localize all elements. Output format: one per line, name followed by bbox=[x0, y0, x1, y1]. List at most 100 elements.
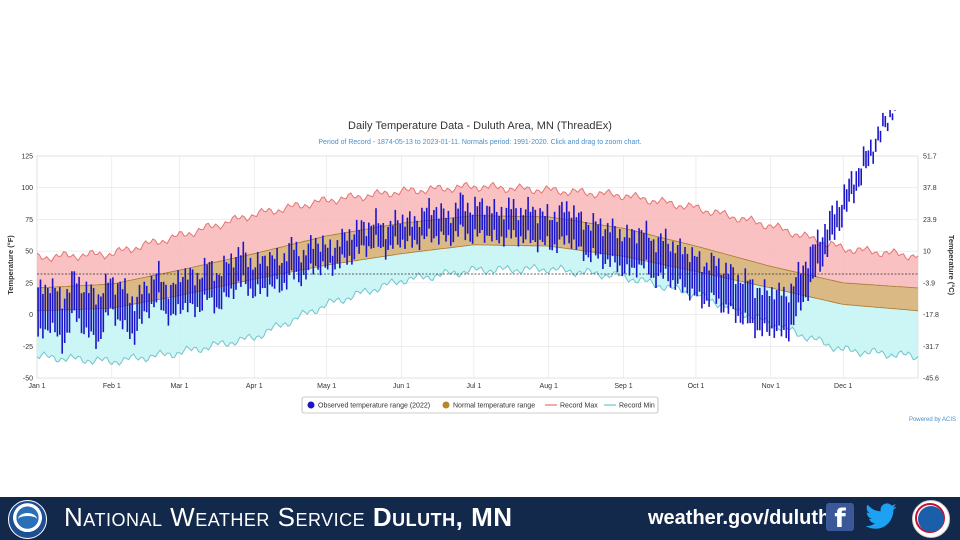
observed-bar-84[interactable] bbox=[240, 255, 242, 287]
observed-bar-112[interactable] bbox=[307, 243, 310, 271]
observed-bar-108[interactable] bbox=[298, 256, 300, 283]
observed-bar-22[interactable] bbox=[90, 284, 92, 332]
observed-bar-217[interactable] bbox=[561, 201, 563, 237]
observed-bar-135[interactable] bbox=[363, 221, 365, 246]
legend-item-record-max[interactable]: Record Max bbox=[545, 403, 598, 410]
observed-bar-56[interactable] bbox=[172, 282, 175, 314]
observed-bar-313[interactable] bbox=[792, 286, 795, 326]
observed-bar-265[interactable] bbox=[676, 245, 679, 284]
observed-bar-276[interactable] bbox=[703, 266, 706, 304]
observed-bar-142[interactable] bbox=[380, 224, 382, 249]
observed-bar-18[interactable] bbox=[80, 293, 83, 334]
observed-bar-262[interactable] bbox=[669, 251, 672, 288]
observed-bar-272[interactable] bbox=[693, 255, 696, 296]
observed-bar-289[interactable] bbox=[734, 284, 737, 323]
observed-bar-322[interactable] bbox=[814, 244, 817, 277]
observed-bar-136[interactable] bbox=[365, 236, 368, 257]
observed-bar-222[interactable] bbox=[573, 205, 575, 240]
observed-bar-158[interactable] bbox=[418, 227, 421, 251]
observed-bar-43[interactable] bbox=[141, 294, 143, 324]
legend-item-normal[interactable]: Normal temperature range bbox=[442, 401, 536, 410]
observed-bar-101[interactable] bbox=[281, 263, 283, 291]
observed-bar-16[interactable] bbox=[75, 283, 78, 322]
observed-bar-8[interactable] bbox=[56, 291, 59, 337]
observed-bar-171[interactable] bbox=[450, 223, 452, 246]
observed-bar-10[interactable] bbox=[61, 308, 63, 354]
observed-bar-194[interactable] bbox=[505, 207, 508, 238]
observed-bar-334[interactable] bbox=[843, 184, 846, 210]
observed-bar-91[interactable] bbox=[256, 252, 259, 285]
observed-bar-148[interactable] bbox=[394, 209, 397, 237]
observed-bar-20[interactable] bbox=[85, 281, 88, 328]
observed-bar-110[interactable] bbox=[302, 249, 305, 275]
observed-bar-15[interactable] bbox=[73, 271, 76, 311]
observed-bar-115[interactable] bbox=[314, 237, 317, 266]
observed-bar-299[interactable] bbox=[759, 287, 761, 331]
daily-temperature-chart[interactable]: Daily Temperature Data - Duluth Area, MN… bbox=[0, 110, 960, 430]
observed-bar-220[interactable] bbox=[568, 211, 570, 244]
observed-bar-103[interactable] bbox=[285, 261, 288, 290]
observed-bar-324[interactable] bbox=[819, 241, 821, 272]
observed-bar-6[interactable] bbox=[51, 278, 54, 323]
observed-bar-2[interactable] bbox=[42, 294, 44, 339]
observed-bar-143[interactable] bbox=[382, 223, 385, 247]
observed-bar-240[interactable] bbox=[616, 238, 619, 273]
observed-bar-30[interactable] bbox=[109, 278, 112, 308]
observed-bar-127[interactable] bbox=[343, 232, 346, 258]
observed-bar-306[interactable] bbox=[775, 290, 778, 331]
observed-bar-191[interactable] bbox=[498, 215, 500, 244]
observed-bar-55[interactable] bbox=[170, 284, 172, 316]
observed-bar-235[interactable] bbox=[604, 229, 607, 264]
observed-bar-239[interactable] bbox=[614, 226, 616, 263]
observed-bar-159[interactable] bbox=[421, 207, 423, 236]
chart-legend[interactable]: Observed temperature range (2022) Normal… bbox=[301, 396, 659, 414]
observed-bar-166[interactable] bbox=[438, 218, 440, 245]
observed-bar-118[interactable] bbox=[322, 235, 324, 262]
observed-bar-93[interactable] bbox=[261, 256, 264, 289]
observed-bar-124[interactable] bbox=[336, 240, 339, 264]
observed-bar-197[interactable] bbox=[512, 199, 515, 231]
observed-bar-141[interactable] bbox=[377, 223, 380, 247]
observed-bar-309[interactable] bbox=[783, 286, 785, 330]
observed-bar-122[interactable] bbox=[331, 255, 334, 276]
observed-bar-47[interactable] bbox=[150, 275, 153, 305]
observed-bar-319[interactable] bbox=[807, 268, 809, 301]
observed-bar-205[interactable] bbox=[532, 206, 534, 240]
observed-bar-271[interactable] bbox=[691, 247, 693, 289]
observed-bar-346[interactable] bbox=[872, 151, 874, 164]
observed-bar-311[interactable] bbox=[788, 302, 790, 342]
observed-bar-137[interactable] bbox=[368, 222, 370, 247]
observed-bar-199[interactable] bbox=[517, 220, 520, 247]
observed-bar-120[interactable] bbox=[326, 247, 329, 270]
observed-bar-231[interactable] bbox=[594, 221, 597, 256]
observed-bar-278[interactable] bbox=[708, 270, 710, 307]
observed-bar-152[interactable] bbox=[404, 226, 406, 249]
observed-bar-298[interactable] bbox=[756, 288, 759, 331]
observed-bar-257[interactable] bbox=[657, 237, 660, 276]
observed-bar-214[interactable] bbox=[553, 211, 556, 245]
observed-bar-246[interactable] bbox=[631, 229, 633, 268]
observed-bar-184[interactable] bbox=[481, 198, 483, 230]
observed-bar-48[interactable] bbox=[153, 279, 155, 308]
observed-bar-208[interactable] bbox=[539, 208, 541, 240]
observed-bar-185[interactable] bbox=[483, 214, 486, 243]
observed-bar-94[interactable] bbox=[264, 255, 266, 288]
observed-bar-180[interactable] bbox=[471, 214, 474, 244]
observed-bar-183[interactable] bbox=[479, 201, 481, 233]
observed-bar-100[interactable] bbox=[278, 265, 281, 293]
observed-bar-255[interactable] bbox=[652, 239, 655, 278]
observed-bar-104[interactable] bbox=[288, 243, 290, 276]
observed-bar-308[interactable] bbox=[780, 295, 783, 337]
observed-bar-102[interactable] bbox=[283, 253, 286, 283]
observed-bar-234[interactable] bbox=[602, 236, 604, 269]
observed-bar-89[interactable] bbox=[252, 269, 254, 299]
observed-bar-24[interactable] bbox=[95, 304, 97, 349]
observed-bar-212[interactable] bbox=[549, 220, 551, 250]
observed-bar-113[interactable] bbox=[310, 235, 312, 264]
observed-bar-178[interactable] bbox=[466, 202, 469, 234]
observed-bar-316[interactable] bbox=[800, 274, 802, 311]
observed-bar-189[interactable] bbox=[493, 199, 496, 230]
observed-bar-83[interactable] bbox=[237, 247, 240, 282]
observed-bar-297[interactable] bbox=[754, 298, 756, 339]
observed-bar-65[interactable] bbox=[194, 285, 196, 318]
